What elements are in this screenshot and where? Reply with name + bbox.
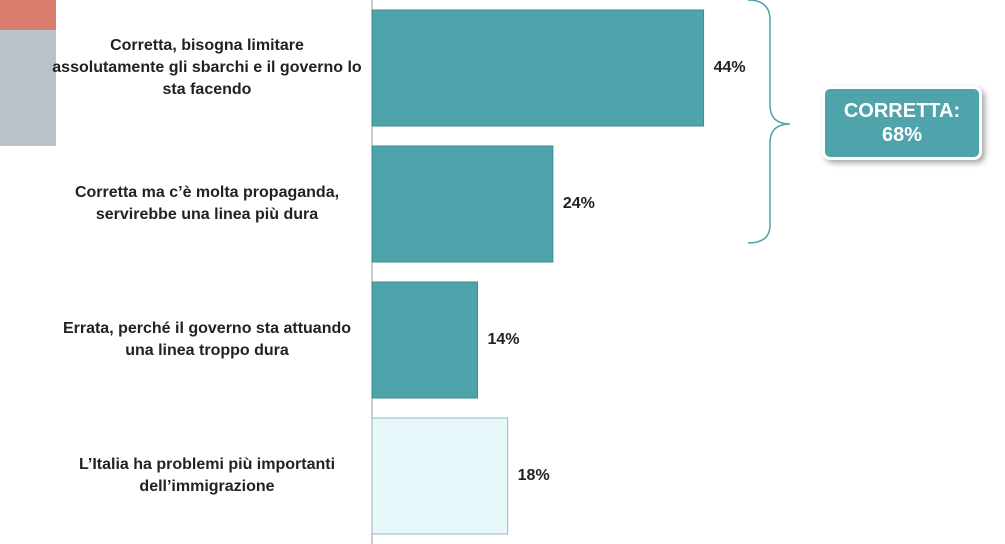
category-label: Corretta ma c’è molta propaganda, servir… — [74, 184, 340, 223]
bar — [371, 281, 478, 399]
bracket — [747, 0, 791, 244]
value-label: 18% — [518, 467, 550, 484]
value-label: 14% — [488, 331, 520, 348]
category-label: Errata, perché il governo sta attuando u… — [62, 320, 352, 359]
value-label: 24% — [563, 195, 595, 212]
bar — [371, 417, 509, 535]
category-label: Corretta, bisogna limitare assolutamente… — [52, 37, 362, 98]
photo-detail — [0, 0, 56, 30]
category-label: L’Italia ha problemi più importanti dell… — [78, 456, 336, 495]
bar — [371, 145, 554, 263]
value-label: 44% — [714, 59, 746, 76]
bar — [371, 9, 705, 127]
annotation: CORRETTA: 68% — [822, 86, 982, 160]
